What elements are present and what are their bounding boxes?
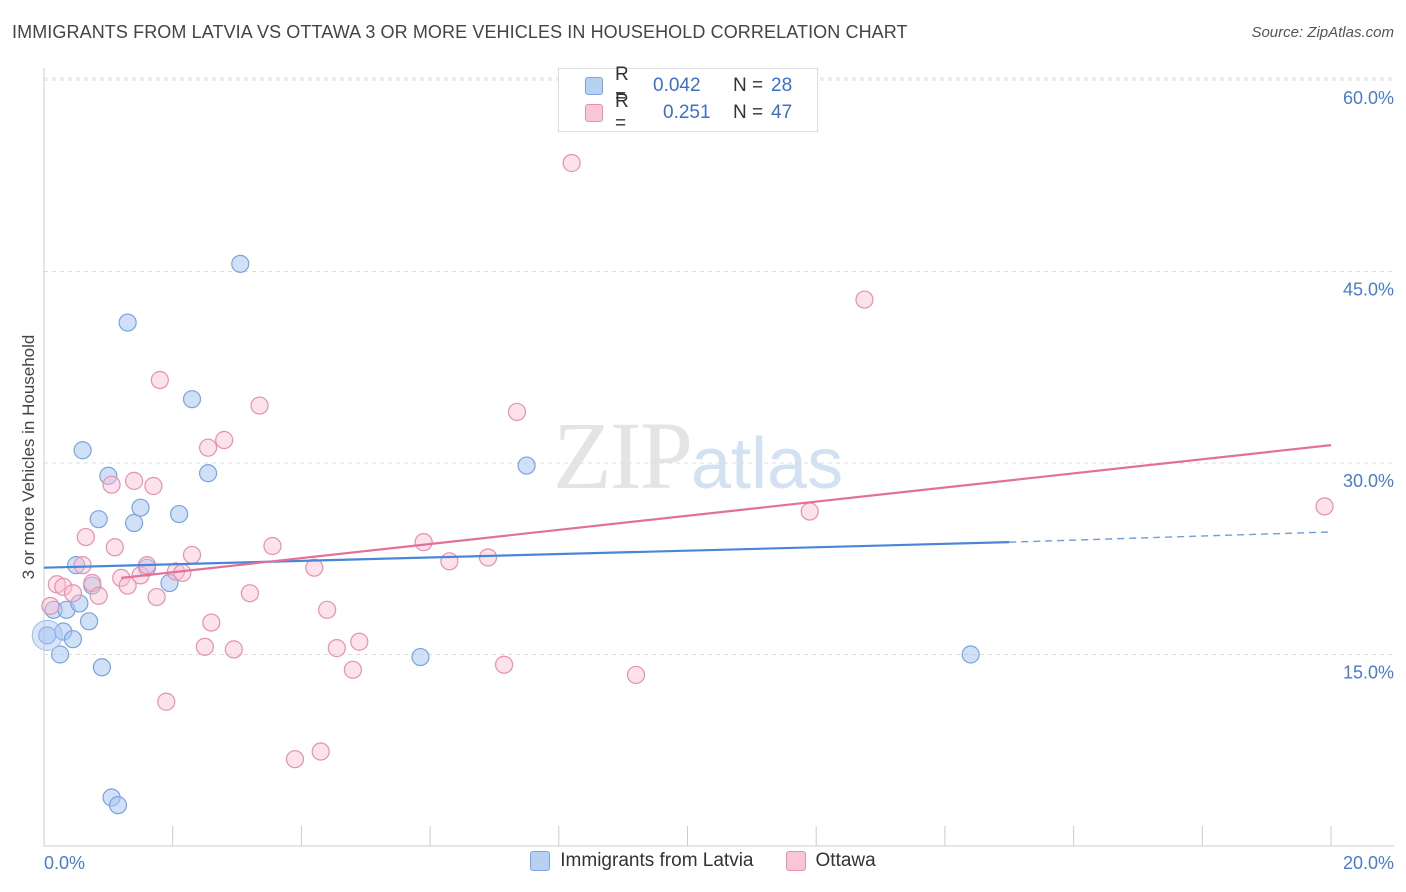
ottawa-point [157, 692, 176, 711]
latvia-point [124, 513, 144, 533]
ottawa-point [224, 640, 243, 659]
ottawa-point [327, 639, 346, 658]
legend-n-label: N = [733, 75, 764, 96]
ottawa-point [89, 586, 108, 605]
ottawa-point [263, 536, 282, 556]
ottawa-point [195, 637, 214, 656]
ottawa-point [102, 475, 121, 494]
ottawa-point [215, 430, 234, 450]
ottawa-point [305, 558, 324, 577]
ottawa-point [478, 548, 498, 567]
series-legend-latvia[interactable]: Immigrants from Latvia [530, 850, 754, 872]
latvia-point [70, 594, 89, 613]
ottawa-point [54, 577, 73, 596]
legend-n-value: 28 [771, 75, 793, 96]
ottawa-point [414, 533, 433, 552]
ottawa-point [1315, 497, 1334, 516]
legend-row-ottawa: R = 0.251 N = 47 [585, 91, 793, 134]
series-legend-label: Immigrants from Latvia [560, 850, 754, 871]
y-tick-label: 30.0% [1343, 471, 1394, 491]
latvia-point [231, 254, 250, 273]
ottawa-point [202, 613, 221, 632]
legend-r-label: R = [615, 91, 629, 134]
ottawa-point [440, 552, 459, 571]
latvia-point [63, 630, 83, 649]
latvia-point [131, 498, 150, 517]
ottawa-point [41, 596, 60, 616]
legend-row-latvia: R = 0.042 N = 28 [585, 64, 793, 107]
ottawa-point [343, 660, 362, 679]
series-legend-label: Ottawa [815, 850, 876, 871]
ottawa-point [73, 556, 92, 575]
ottawa-point [626, 665, 646, 685]
legend-r-value: 0.251 [663, 102, 711, 123]
x-tick-label: 0.0% [44, 853, 85, 873]
legend-swatch-ottawa [585, 104, 603, 122]
latvia-point [961, 645, 980, 664]
ottawa-trend-line [121, 444, 1332, 579]
latvia-point [411, 647, 430, 667]
watermark: ZIPatlas [553, 400, 843, 511]
latvia-point [198, 464, 218, 483]
legend-r-label: R = [615, 64, 629, 107]
watermark-atlas: atlas [691, 424, 844, 504]
ottawa-point [285, 750, 305, 769]
latvia-point [517, 456, 536, 475]
latvia-point [31, 619, 63, 651]
ottawa-point [144, 476, 163, 496]
ottawa-point [124, 471, 144, 490]
watermark-zip: ZIP [553, 402, 693, 509]
ottawa-point [63, 584, 83, 603]
y-tick-label: 60.0% [1343, 88, 1394, 108]
ottawa-point [250, 396, 269, 415]
series-swatch-ottawa [785, 851, 806, 871]
ottawa-point [182, 545, 202, 565]
legend-n-label: N = [733, 102, 764, 123]
series-legend-ottawa[interactable]: Ottawa [785, 850, 876, 872]
ottawa-point [311, 742, 330, 761]
y-tick-label: 45.0% [1343, 280, 1394, 300]
ottawa-point [507, 402, 527, 422]
ottawa-point [318, 600, 337, 619]
latvia-trend-line [43, 541, 1010, 569]
latvia-point [67, 556, 86, 575]
latvia-point [73, 441, 92, 460]
legend-r-value: 0.042 [653, 75, 701, 96]
series-legend: Immigrants from Latvia Ottawa [0, 850, 1406, 872]
latvia-point [92, 658, 112, 677]
ottawa-point [147, 587, 166, 607]
latvia-point [108, 796, 128, 815]
latvia-trend-extension [1009, 531, 1332, 543]
ottawa-point [105, 538, 124, 557]
legend-swatch-latvia [585, 77, 603, 95]
latvia-point [118, 313, 137, 332]
latvia-point [79, 612, 99, 631]
ottawa-point [562, 153, 581, 173]
y-axis-label: 3 or more Vehicles in Household [19, 335, 38, 580]
latvia-point [160, 573, 179, 593]
ottawa-point [855, 290, 874, 309]
ottawa-point [76, 527, 95, 547]
ottawa-point [198, 438, 218, 457]
latvia-point [50, 645, 70, 664]
chart-title: IMMIGRANTS FROM LATVIA VS OTTAWA 3 OR MO… [12, 22, 908, 42]
y-tick-label: 15.0% [1343, 663, 1394, 683]
ottawa-point [800, 502, 819, 521]
ottawa-point [150, 370, 169, 390]
x-tick-label: 20.0% [1343, 853, 1394, 873]
latvia-point [89, 510, 108, 529]
legend-n-value: 47 [771, 102, 793, 123]
latvia-point [182, 390, 202, 409]
ottawa-point [495, 655, 514, 674]
ottawa-point [350, 632, 369, 651]
correlation-legend: R = 0.042 N = 28 R = 0.251 N = 47 [558, 64, 818, 134]
series-swatch-latvia [530, 851, 551, 871]
source-label: Source: ZipAtlas.com [1251, 24, 1394, 41]
ottawa-point [240, 584, 260, 603]
latvia-point [170, 504, 189, 524]
